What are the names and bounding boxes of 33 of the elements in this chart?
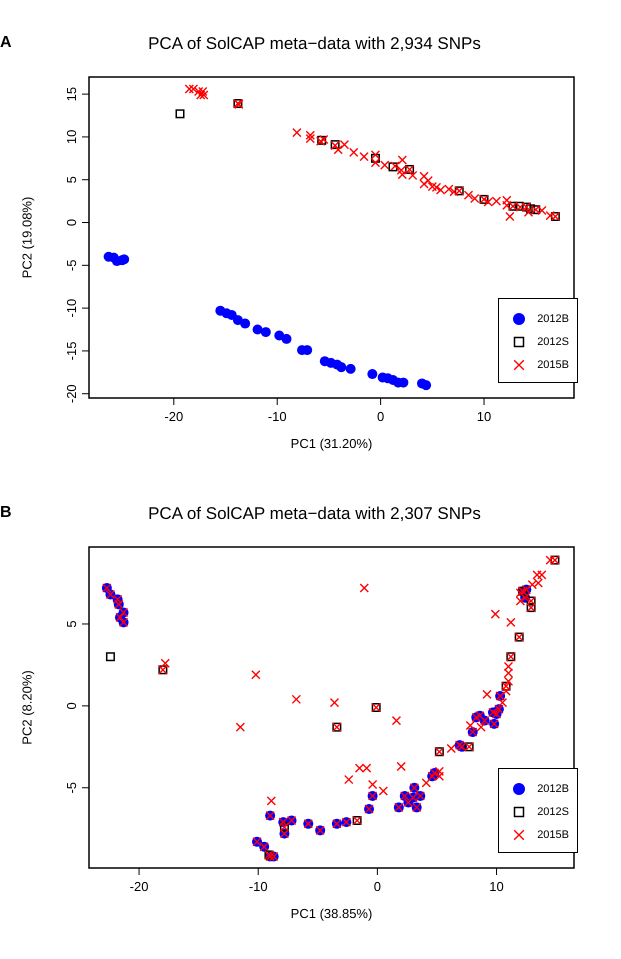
y-tick-label: -15 [64,342,79,360]
x-tick-label: -10 [248,879,268,894]
x-tick-label: -10 [268,409,287,424]
x-axis-title: PC1 (31.20%) [290,436,372,451]
x-tick-label: 0 [374,879,381,894]
chart-title: PCA of SolCAP meta−data with 2,307 SNPs [148,504,481,523]
chart-title: PCA of SolCAP meta−data with 2,934 SNPs [148,34,481,53]
text: A [0,34,12,52]
x-tick-label: 10 [476,409,492,424]
y-tick-label: -5 [64,782,79,794]
y-tick-label: -5 [64,260,79,272]
legend-label: 2012B [537,782,569,794]
y-tick-label: 5 [64,620,79,628]
y-tick-label: 15 [64,86,79,102]
legend-label: 2012S [537,806,569,818]
legend-label: 2012S [537,336,569,348]
x-tick-label: 0 [377,409,384,424]
x-tick-label: 10 [489,879,504,894]
legend-label: 2015B [537,828,569,840]
x-tick-label: -20 [164,409,184,424]
y-tick-label: 5 [64,176,79,184]
y-axis-title: PC2 (8.20%) [20,670,35,745]
y-tick-label: -20 [64,384,79,404]
y-tick-label: 0 [64,218,79,226]
text: B [0,504,12,522]
y-axis-title: PC2 (19.08%) [20,196,35,278]
y-tick-label: 0 [64,702,79,710]
legend-label: 2012B [537,312,569,324]
legend-label: 2015B [537,358,569,370]
x-tick-label: -20 [130,879,148,894]
x-axis-title: PC1 (38.85%) [290,906,372,921]
y-tick-label: -10 [64,298,79,318]
y-tick-label: 10 [64,130,79,144]
